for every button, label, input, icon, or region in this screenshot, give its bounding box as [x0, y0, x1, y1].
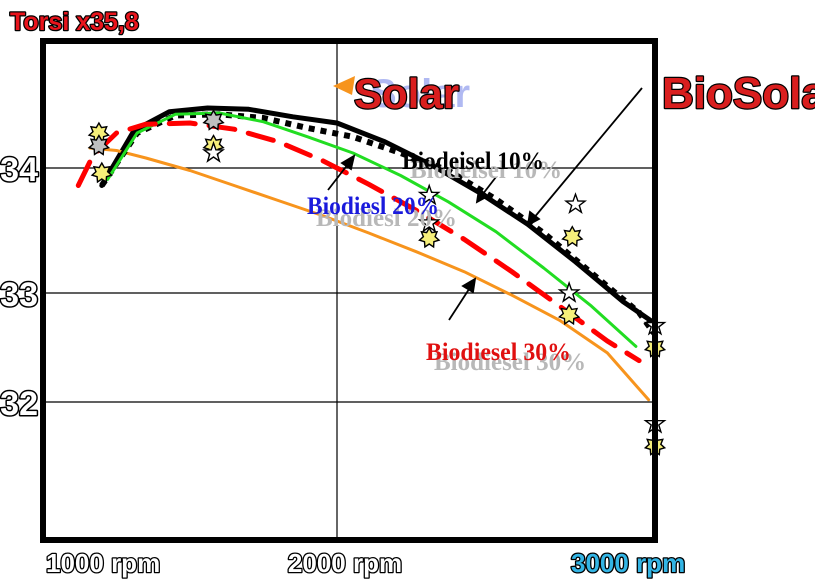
- marker-burst-2: [90, 161, 113, 184]
- marker-burst-8: [418, 226, 441, 249]
- solar-label-shadow: Solar: [370, 72, 470, 116]
- biosolar-arrowhead: [526, 210, 541, 227]
- marker-star-9: [563, 192, 588, 215]
- biosolar-label: BioSolar: [662, 69, 815, 118]
- marker-star-5: [201, 140, 226, 163]
- series-line-solar: [88, 146, 651, 402]
- y-tick-label-0: 34: [0, 151, 38, 189]
- x-tick-label-0: 1000 rpm: [46, 548, 160, 578]
- x-tick-labels: 1000 rpm 2000 rpm 3000 rpm: [45, 547, 687, 580]
- bio20-label-shadow: Biodiesl 20%: [316, 205, 457, 232]
- bio20-label: Biodiesl 20%: [307, 193, 439, 220]
- bio10-label: Biodeisel 10%: [402, 148, 544, 175]
- marker-burst-1: [87, 134, 110, 156]
- y-tick-label-1: 33: [0, 276, 38, 314]
- series-lines: [75, 105, 658, 402]
- bio10-arrowhead: [475, 187, 490, 204]
- bio30-arrowhead: [461, 277, 477, 294]
- solar-arrowhead: [333, 76, 355, 95]
- marker-burst-3: [202, 109, 225, 131]
- data-markers: [87, 109, 667, 456]
- series-line-biodiesel-30: [75, 120, 642, 364]
- marker-burst-12: [558, 303, 581, 326]
- bio30-label: Biodiesel 30%: [426, 339, 571, 366]
- annotation-arrows: [327, 87, 643, 321]
- bio30-label-shadow: Biodiesel 30%: [434, 349, 586, 376]
- marker-star-6: [417, 183, 441, 206]
- x-tick-label-2: 3000 rpm: [571, 548, 685, 578]
- x-tick-label-1: 2000 rpm: [288, 548, 402, 578]
- y-tick-label-2: 32: [0, 385, 38, 423]
- solar-label: Solar: [354, 70, 459, 117]
- y-tick-labels: 34 33 32: [0, 150, 40, 425]
- chart-title: Torsi x35,8: [10, 8, 139, 36]
- bio10-label-shadow: Biodeisel 10%: [410, 157, 562, 184]
- biosolar-arrow-line: [527, 87, 643, 226]
- series-line-biodiesel-20: [106, 111, 638, 348]
- marker-burst-10: [561, 225, 584, 248]
- solar-arrow: [333, 76, 355, 95]
- bio20-arrowhead: [340, 154, 356, 171]
- plot-frame: [40, 38, 658, 543]
- marker-star-11: [557, 280, 581, 303]
